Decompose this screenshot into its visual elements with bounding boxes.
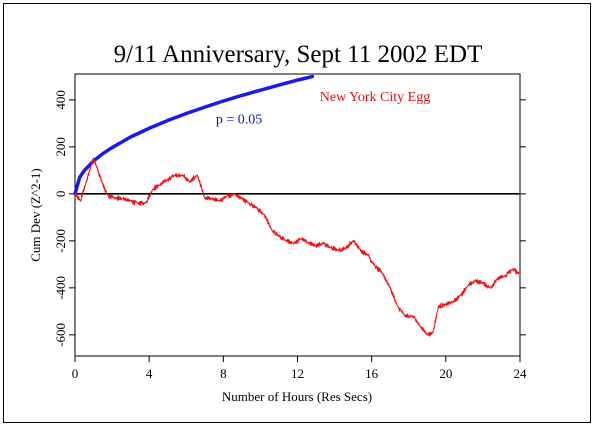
y-tick-label: -200 [53,229,68,253]
x-tick-label: 0 [72,366,79,381]
y-tick-label: -600 [53,323,68,347]
y-axis-label: Cum Dev (Z^2-1) [28,168,43,261]
x-tick-label: 16 [365,366,379,381]
x-tick-label: 8 [220,366,227,381]
x-axis-label: Number of Hours (Res Secs) [222,389,372,404]
y-tick-label: 200 [53,137,68,157]
p-value-annotation: p = 0.05 [216,112,262,127]
x-tick-label: 24 [514,366,528,381]
y-axis: -600 -400 -200 0 200 400 [53,90,526,347]
x-tick-label: 4 [146,366,153,381]
plot-area [74,73,521,357]
chart-frame [3,3,591,423]
new-york-city-egg-series [74,156,521,338]
chart-title: 9/11 Anniversary, Sept 11 2002 EDT [114,41,483,68]
x-tick-label: 20 [439,366,452,381]
y-tick-label: -400 [53,276,68,300]
egg-name-annotation: New York City Egg [320,90,430,105]
x-tick-label: 12 [291,366,304,381]
y-tick-label: 400 [53,90,68,110]
p005-significance-curve [73,74,315,196]
y-tick-label: 0 [53,191,68,198]
x-axis: 0 4 8 12 16 20 24 [72,356,527,381]
